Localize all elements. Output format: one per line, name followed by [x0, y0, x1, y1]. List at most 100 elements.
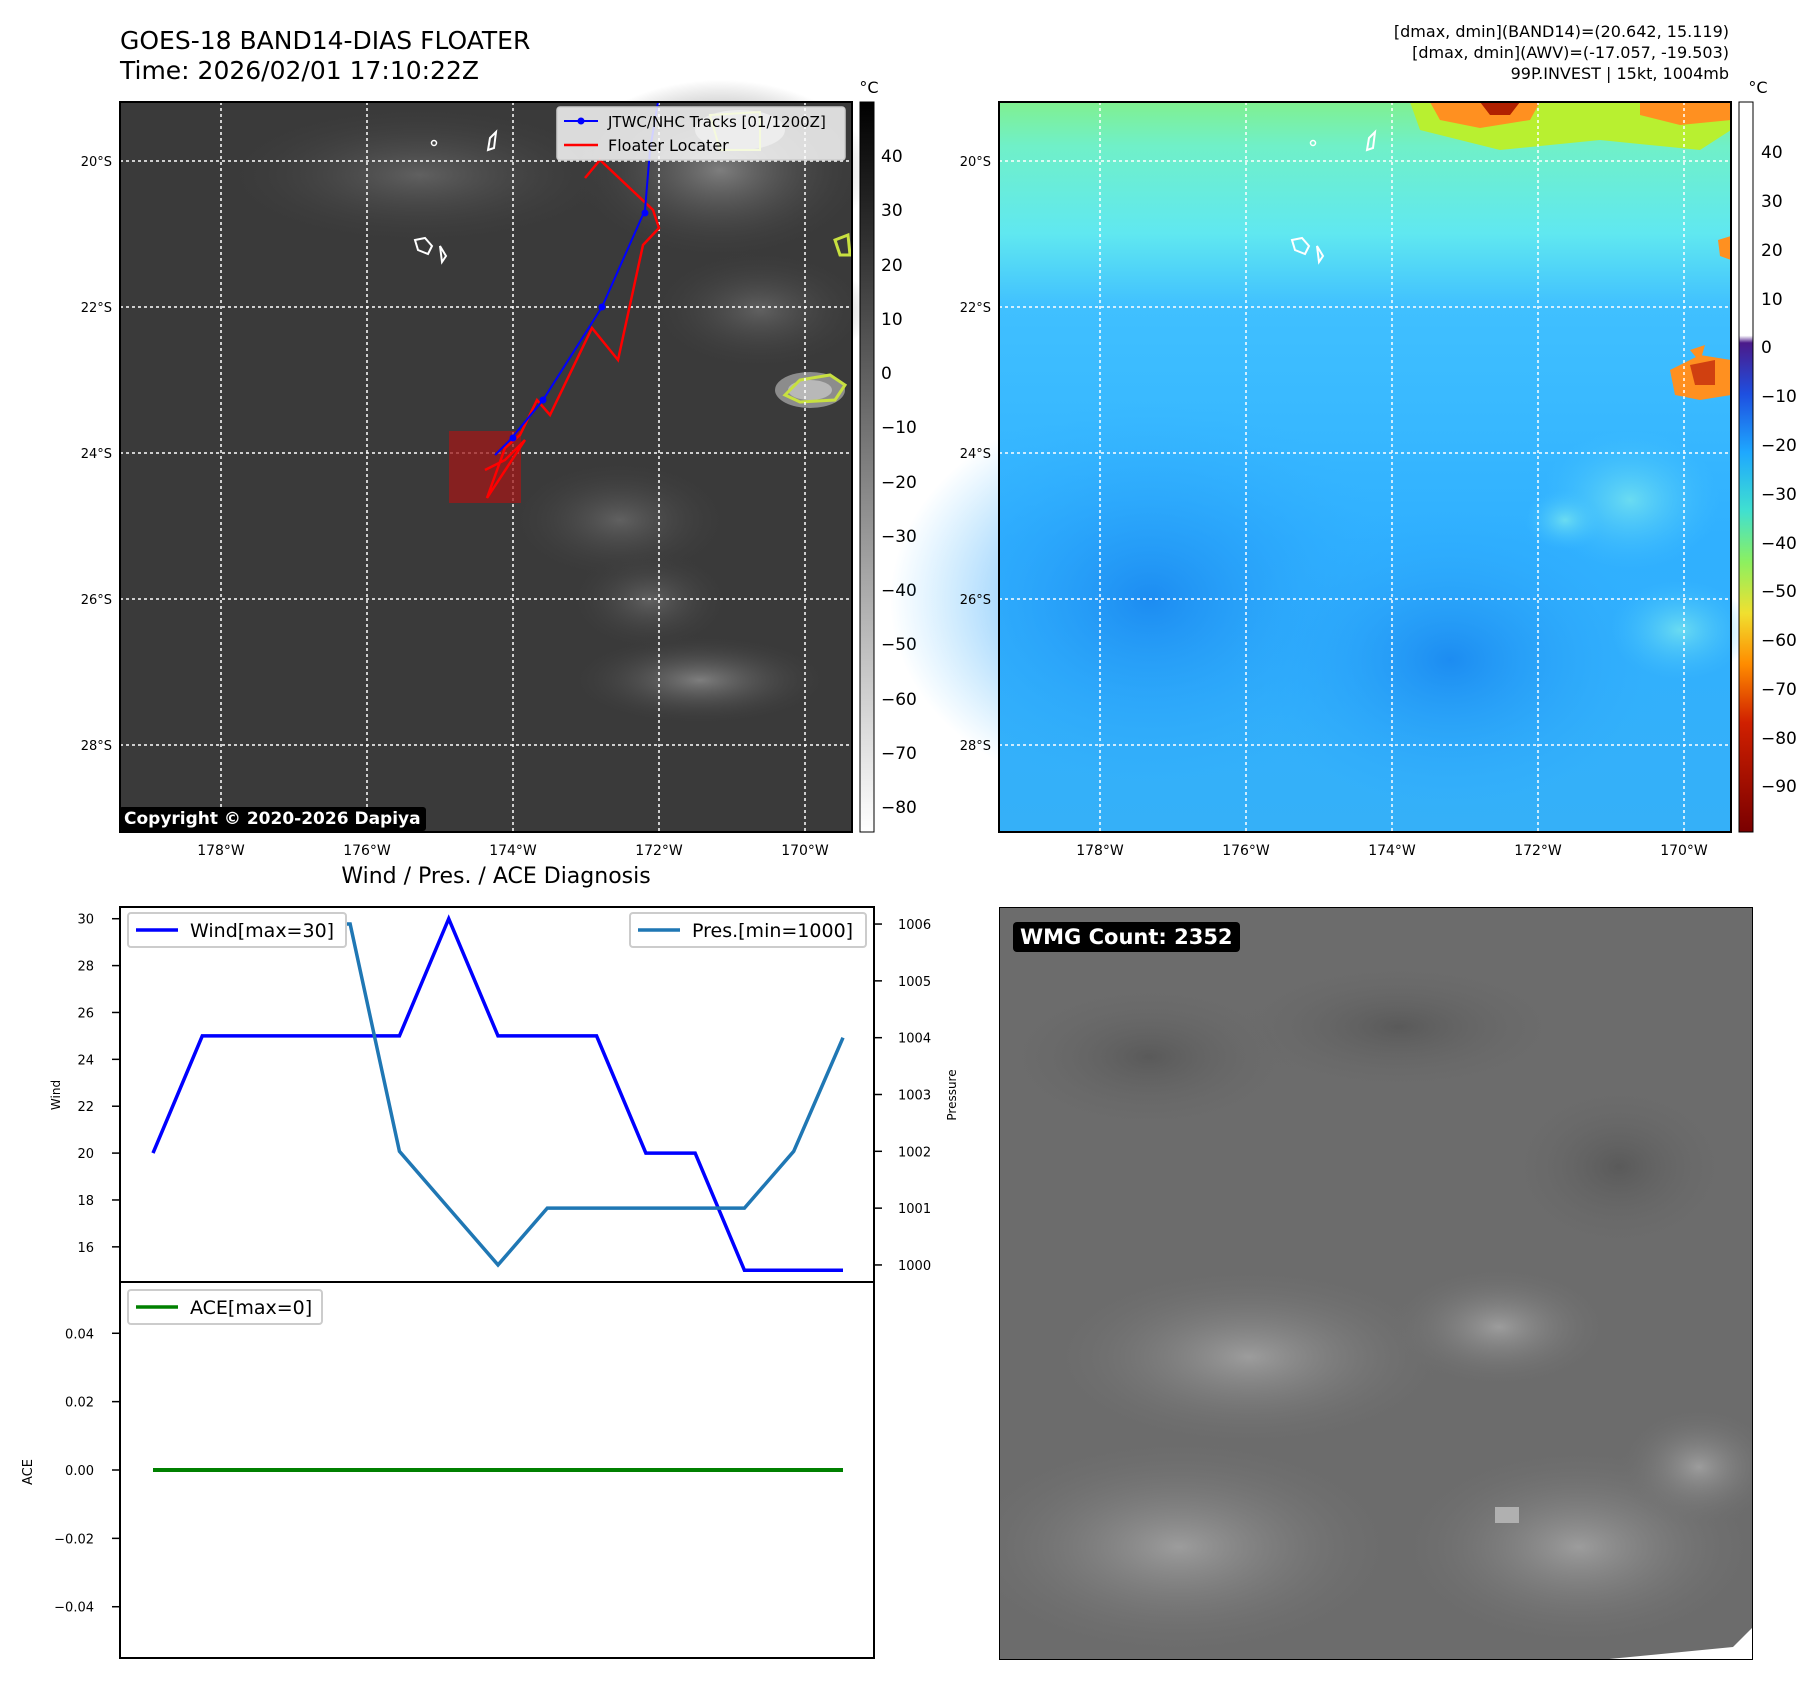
ace-y-tick-label: −0.04 [54, 1601, 94, 1616]
ace-y-tick-label: 0.00 [65, 1464, 94, 1479]
info-band14-range: [dmax, dmin](BAND14)=(20.642, 15.119) [1393, 22, 1729, 41]
colorbar-right [1738, 101, 1754, 833]
wind-y-tick-label: 28 [77, 960, 94, 975]
lon-label: 172°W [1514, 843, 1562, 859]
ace-legend: ACE[max=0] [127, 1289, 323, 1325]
lat-label: 24°S [81, 447, 112, 462]
colorbar-right-ticks: 40 30 20 10 0 −10 −20 −30 −40 −50 −60 −7… [1761, 143, 1797, 797]
ir-map-panel: JTWC/NHC Tracks [01/1200Z] Floater Locat… [81, 78, 1797, 859]
cbl-tick: 0 [881, 364, 892, 384]
lon-label: 176°W [343, 843, 391, 859]
cbl-tick: 10 [881, 310, 903, 330]
lon-label: 174°W [1368, 843, 1416, 859]
lon-label: 176°W [1222, 843, 1270, 859]
cbr-tick: −20 [1761, 436, 1797, 456]
ace-y-tick-label: 0.04 [65, 1327, 94, 1342]
ace-y-tick-label: 0.02 [65, 1396, 94, 1411]
ace-y-ticks: 0.04 0.02 0.00 −0.02 −0.04 [54, 1327, 120, 1616]
cbl-tick: 40 [881, 147, 903, 167]
diagnosis-title: Wind / Pres. / ACE Diagnosis [341, 864, 651, 889]
pressure-legend-label: Pres.[min=1000] [692, 920, 853, 942]
pressure-y-tick-label: 1001 [898, 1202, 931, 1217]
info-awv-range: [dmax, dmin](AWV)=(-17.057, -19.503) [1412, 43, 1729, 62]
colorbar-left-unit: °C [859, 78, 878, 97]
cbr-tick: −60 [1761, 631, 1797, 651]
lat-label: 24°S [960, 447, 991, 462]
wind-y-ticks: 16 18 20 22 24 26 28 30 [77, 913, 120, 1256]
cbr-tick: 20 [1761, 241, 1783, 261]
info-storm: 99P.INVEST | 15kt, 1004mb [1510, 64, 1729, 83]
wind-y-tick-label: 26 [77, 1006, 94, 1021]
lat-label: 20°S [81, 155, 112, 170]
wind-series-line [151, 914, 843, 1273]
pressure-axis-label: Pressure [945, 1069, 959, 1120]
ir-map-frame [119, 101, 853, 833]
lon-label: 174°W [489, 843, 537, 859]
wind-y-tick-label: 16 [77, 1241, 94, 1256]
wind-axis-label: Wind [49, 1080, 63, 1110]
pressure-y-tick-label: 1002 [898, 1145, 931, 1160]
jtwc-track-points [509, 209, 649, 442]
cbr-tick: 30 [1761, 192, 1783, 212]
ace-legend-label: ACE[max=0] [190, 1297, 312, 1319]
cbr-tick: −40 [1761, 534, 1797, 554]
cbr-tick: 0 [1761, 338, 1772, 358]
map-legend [556, 106, 846, 161]
wind-y-tick-label: 20 [77, 1147, 94, 1162]
lat-labels: 20°S 22°S 24°S 26°S 28°S 20°S 22°S 24°S … [81, 155, 991, 754]
pressure-y-ticks: 1000 1001 1002 1003 1004 1005 1006 [874, 918, 931, 1274]
copyright-badge: Copyright © 2020-2026 Dapiya [119, 807, 426, 831]
ace-axis-label: ACE [21, 1459, 36, 1485]
lat-label: 20°S [960, 155, 991, 170]
cbl-tick: −20 [881, 473, 917, 493]
wind-y-tick-label: 30 [77, 913, 94, 928]
lon-label: 170°W [781, 843, 829, 859]
cbl-tick: −60 [881, 690, 917, 710]
cbl-tick: 30 [881, 201, 903, 221]
pressure-y-tick-label: 1006 [898, 918, 931, 933]
colorbar-left-ticks: 40 30 20 10 0 −10 −20 −30 −40 −50 −60 −7… [881, 147, 917, 818]
pressure-y-tick-label: 1003 [898, 1089, 931, 1104]
lat-label: 22°S [960, 301, 991, 316]
cbl-tick: −80 [881, 798, 917, 818]
cbl-tick: 20 [881, 256, 903, 276]
wind-y-tick-label: 22 [77, 1100, 94, 1115]
lat-label: 26°S [960, 593, 991, 608]
colorbar-left [859, 101, 875, 833]
lat-label: 26°S [81, 593, 112, 608]
legend-floater-label: Floater Locater [608, 136, 729, 155]
lat-label: 28°S [960, 739, 991, 754]
pressure-y-tick-label: 1000 [898, 1259, 931, 1274]
lon-label: 178°W [1076, 843, 1124, 859]
wind-y-tick-label: 24 [77, 1053, 94, 1068]
pressure-legend: Pres.[min=1000] [629, 912, 867, 948]
ace-y-tick-label: −0.02 [54, 1532, 94, 1547]
cbr-tick: 10 [1761, 290, 1783, 310]
lon-label: 178°W [197, 843, 245, 859]
pressure-y-tick-label: 1004 [898, 1032, 931, 1047]
wind-y-tick-label: 18 [77, 1194, 94, 1209]
cbr-tick: −50 [1761, 582, 1797, 602]
figure-time: Time: 2026/02/01 17:10:22Z [120, 56, 479, 85]
wind-chart-frame [119, 906, 875, 1283]
lat-label: 22°S [81, 301, 112, 316]
wind-legend-label: Wind[max=30] [190, 920, 334, 942]
legend-track-label: JTWC/NHC Tracks [01/1200Z] [607, 113, 826, 131]
cbl-tick: −10 [881, 418, 917, 438]
colorbar-right-unit: °C [1748, 78, 1767, 97]
wind-legend: Wind[max=30] [127, 912, 347, 948]
ir-gridlines [120, 102, 852, 832]
lon-labels: 178°W 176°W 174°W 172°W 170°W 178°W 176°… [197, 843, 1708, 859]
cbr-tick: −70 [1761, 680, 1797, 700]
pressure-y-tick-label: 1005 [898, 975, 931, 990]
lat-label: 28°S [81, 739, 112, 754]
awv-map-frame [998, 101, 1732, 833]
floater-box [449, 431, 521, 503]
lon-label: 170°W [1660, 843, 1708, 859]
cbr-tick: −80 [1761, 729, 1797, 749]
cbr-tick: −10 [1761, 387, 1797, 407]
lon-label: 172°W [635, 843, 683, 859]
ace-chart: 0.04 0.02 0.00 −0.02 −0.04 ACE ACE[max=0] [21, 1282, 875, 1659]
figure-title: GOES-18 BAND14-DIAS FLOATER [120, 26, 531, 55]
